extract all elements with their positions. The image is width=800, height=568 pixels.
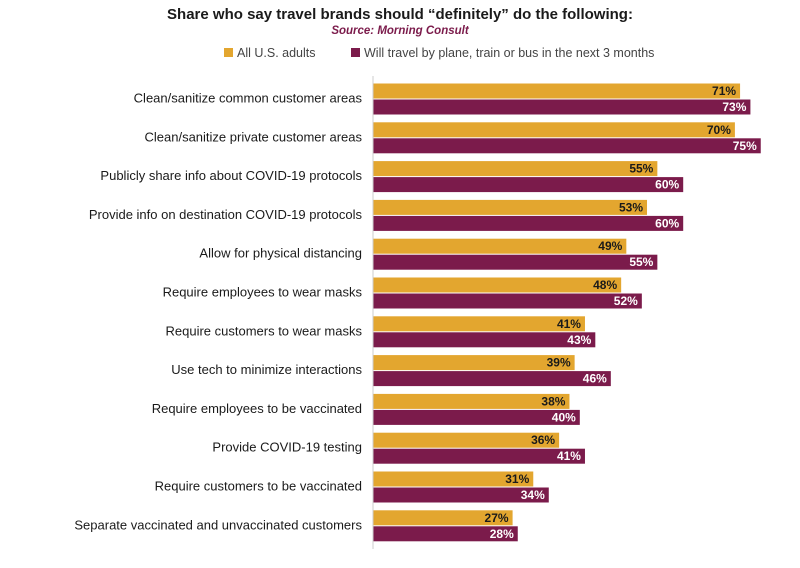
data-label-travelers: 75% bbox=[733, 139, 757, 153]
category-label: Require customers to be vaccinated bbox=[155, 479, 362, 494]
data-label-travelers: 34% bbox=[521, 488, 545, 502]
bar-travelers bbox=[373, 138, 761, 154]
category-label: Require employees to wear masks bbox=[163, 285, 363, 300]
data-label-travelers: 43% bbox=[567, 333, 591, 347]
bar-all-adults bbox=[373, 199, 648, 215]
chart-subtitle: Source: Morning Consult bbox=[331, 25, 469, 37]
category-label: Require employees to be vaccinated bbox=[152, 401, 362, 416]
data-label-all-adults: 41% bbox=[557, 317, 581, 331]
data-label-all-adults: 31% bbox=[505, 472, 529, 486]
bar-all-adults bbox=[373, 393, 570, 409]
bar-travelers bbox=[373, 332, 596, 348]
data-label-travelers: 46% bbox=[583, 372, 607, 386]
bar-travelers bbox=[373, 254, 658, 270]
data-label-all-adults: 38% bbox=[541, 394, 565, 408]
bar-all-adults bbox=[373, 510, 513, 526]
chart-title: Share who say travel brands should “defi… bbox=[167, 6, 633, 23]
bar-travelers bbox=[373, 448, 585, 464]
legend-item-travelers: Will travel by plane, train or bus in th… bbox=[351, 46, 654, 60]
legend-label-travelers: Will travel by plane, train or bus in th… bbox=[364, 46, 655, 60]
category-label: Use tech to minimize interactions bbox=[171, 362, 362, 377]
bar-travelers bbox=[373, 177, 684, 193]
bar-all-adults bbox=[373, 316, 585, 332]
bar-travelers bbox=[373, 371, 611, 387]
bar-all-adults bbox=[373, 122, 735, 138]
bar-all-adults bbox=[373, 355, 575, 371]
category-label: Clean/sanitize common customer areas bbox=[134, 91, 363, 106]
category-label: Require customers to wear masks bbox=[165, 323, 362, 338]
bar-travelers bbox=[373, 487, 549, 503]
bar-all-adults bbox=[373, 83, 741, 99]
data-label-all-adults: 70% bbox=[707, 123, 731, 137]
legend-swatch-travelers bbox=[351, 48, 360, 57]
data-label-travelers: 60% bbox=[655, 178, 679, 192]
data-label-travelers: 60% bbox=[655, 216, 679, 230]
category-label: Separate vaccinated and unvaccinated cus… bbox=[74, 517, 362, 532]
legend-item-all-adults: All U.S. adults bbox=[224, 46, 316, 60]
category-label: Allow for physical distancing bbox=[199, 246, 362, 261]
data-label-all-adults: 27% bbox=[485, 511, 509, 525]
data-label-all-adults: 53% bbox=[619, 200, 643, 214]
data-label-travelers: 55% bbox=[629, 255, 653, 269]
data-label-all-adults: 39% bbox=[547, 356, 571, 370]
data-label-travelers: 40% bbox=[552, 410, 576, 424]
data-label-all-adults: 71% bbox=[712, 84, 736, 98]
bar-travelers bbox=[373, 215, 684, 231]
bar-travelers bbox=[373, 293, 642, 309]
legend-swatch-all-adults bbox=[224, 48, 233, 57]
data-label-travelers: 28% bbox=[490, 527, 514, 541]
bar-travelers bbox=[373, 409, 580, 425]
category-label: Publicly share info about COVID-19 proto… bbox=[100, 168, 362, 183]
legend: All U.S. adults Will travel by plane, tr… bbox=[224, 46, 686, 60]
bar-all-adults bbox=[373, 161, 658, 177]
bar-all-adults bbox=[373, 277, 622, 293]
data-label-all-adults: 49% bbox=[598, 239, 622, 253]
data-label-travelers: 41% bbox=[557, 449, 581, 463]
data-label-travelers: 52% bbox=[614, 294, 638, 308]
data-label-all-adults: 55% bbox=[629, 162, 653, 176]
category-label: Provide info on destination COVID-19 pro… bbox=[89, 207, 363, 222]
bar-travelers bbox=[373, 99, 751, 115]
data-label-all-adults: 48% bbox=[593, 278, 617, 292]
legend-label-all-adults: All U.S. adults bbox=[237, 46, 316, 60]
bar-all-adults bbox=[373, 238, 627, 254]
bar-all-adults bbox=[373, 432, 560, 448]
category-label: Provide COVID-19 testing bbox=[212, 440, 362, 455]
data-label-all-adults: 36% bbox=[531, 433, 555, 447]
data-label-travelers: 73% bbox=[722, 100, 746, 114]
category-label: Clean/sanitize private customer areas bbox=[145, 129, 363, 144]
bar-all-adults bbox=[373, 471, 534, 487]
bar-travelers bbox=[373, 526, 518, 542]
